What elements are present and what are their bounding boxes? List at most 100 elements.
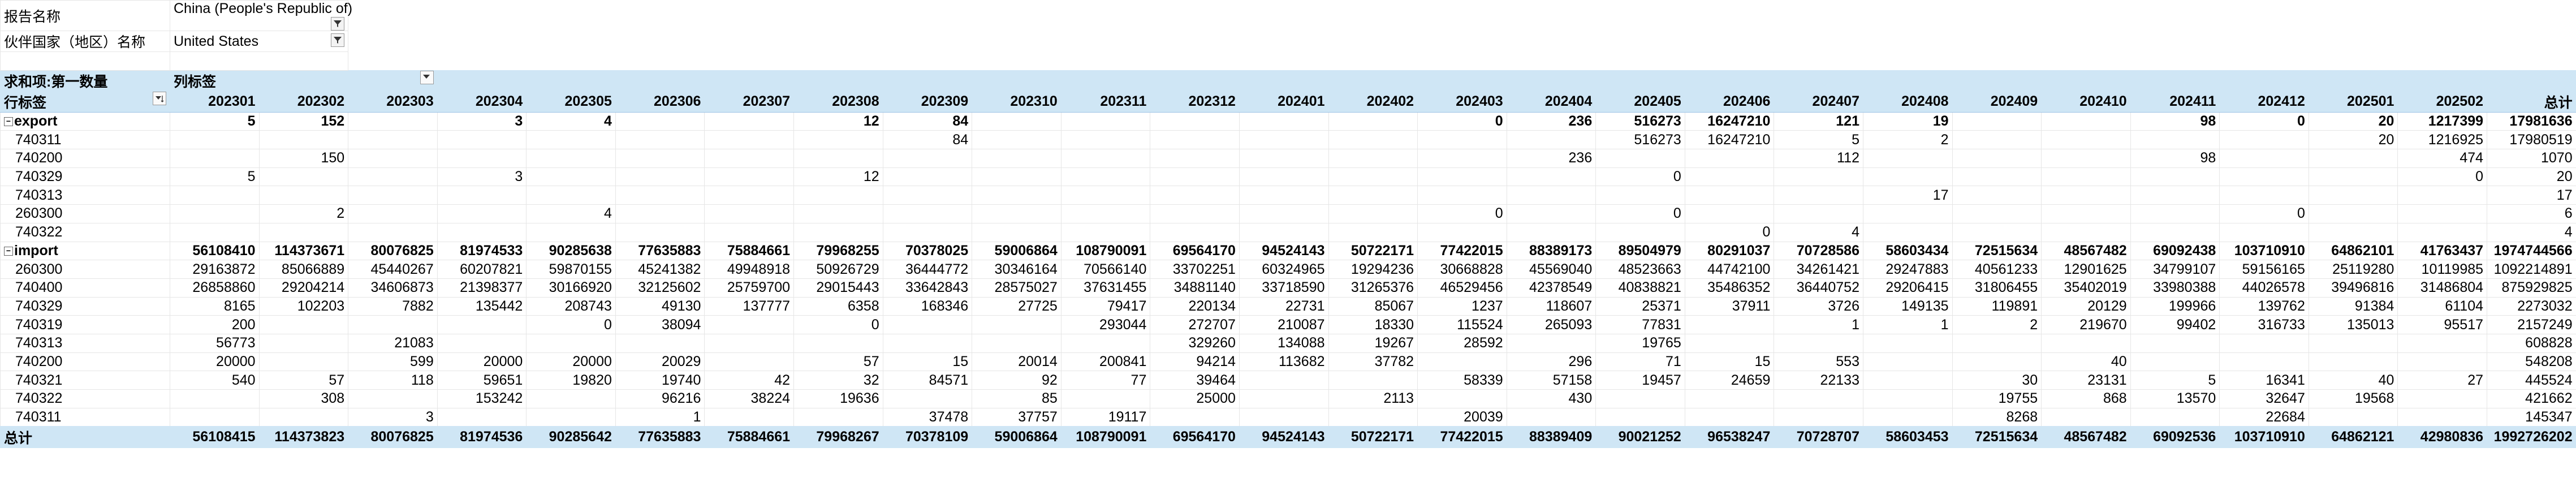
value-cell: 15 [1684,352,1775,372]
value-cell [1595,186,1685,205]
value-cell: 29015443 [793,278,883,298]
sort-filter-icon[interactable] [153,91,166,105]
grand-total-cell: 114373823 [258,425,349,448]
column-header[interactable]: 202303 [348,91,438,113]
group-row-export[interactable]: − export 5 152 3 4 12 84 0 236 516273 16247210 121 19… [0,111,2576,131]
column-label-text: 列标签 [174,74,217,90]
grand-total-cell: 72515634 [1952,425,2042,448]
value-cell: 135013 [2308,315,2398,334]
row-code[interactable]: 740311 [0,407,170,427]
group-label[interactable]: − import [0,241,170,261]
row-code[interactable]: 260300 [0,204,170,223]
value-cell: 30346164 [972,260,1062,279]
column-header[interactable]: 202301 [170,91,260,113]
column-header[interactable]: 202310 [972,91,1062,113]
column-header[interactable]: 202501 [2308,91,2398,113]
group-label[interactable]: − export [0,111,170,131]
value-cell: 85 [972,389,1062,408]
column-header[interactable]: 202406 [1684,91,1775,113]
row-code[interactable]: 260300 [0,260,170,279]
subtotal-cell [972,111,1062,131]
column-header[interactable]: 202307 [704,91,795,113]
subtotal-cell: 516273 [1595,111,1685,131]
column-label-header[interactable]: 列标签 [170,70,438,92]
column-header[interactable]: 202302 [258,91,349,113]
value-cell [704,315,795,334]
value-cell: 25371 [1595,296,1685,316]
column-header[interactable]: 202407 [1774,91,1863,113]
filter-icon[interactable] [331,17,345,31]
value-cell: 8268 [1952,407,2042,427]
row-code[interactable]: 740321 [0,371,170,390]
column-header[interactable]: 202411 [2130,91,2220,113]
value-cell: 0 [1595,204,1685,223]
filter-value[interactable]: China (People's Republic of) [169,0,352,31]
row-code[interactable]: 740329 [0,296,170,316]
row-code[interactable]: 740322 [0,222,170,242]
row-code[interactable]: 740313 [0,333,170,353]
column-header[interactable]: 202402 [1328,91,1418,113]
value-cell [882,204,973,223]
column-header[interactable]: 202404 [1506,91,1596,113]
column-header[interactable]: 202405 [1595,91,1685,113]
value-cell [258,333,349,353]
value-cell: 1216925 [2397,130,2488,150]
column-header[interactable]: 202308 [793,91,883,113]
value-cell: 2157249 [2487,315,2576,334]
collapse-icon[interactable]: − [4,117,13,127]
value-cell [615,186,705,205]
column-header[interactable]: 202410 [2041,91,2131,113]
column-header[interactable]: 202309 [882,91,973,113]
column-header[interactable]: 202305 [526,91,616,113]
row-label-header[interactable]: 行标签 [0,91,170,113]
value-cell: 57 [258,371,349,390]
row-code[interactable]: 740329 [0,167,170,187]
filter-icon[interactable] [331,33,345,47]
row-code[interactable]: 740400 [0,278,170,298]
column-header[interactable]: 202408 [1862,91,1953,113]
value-cell: 20 [2487,167,2576,187]
value-cell [1952,222,2042,242]
collapse-icon[interactable]: − [4,247,13,256]
group-row-import[interactable]: − import 56108410 114373671 80076825 81974533… [0,241,2576,261]
column-header[interactable]: 202502 [2397,91,2488,113]
subtotal-cell: 16247210 [1684,111,1775,131]
filter-value[interactable]: United States [169,31,349,52]
column-header[interactable]: 202401 [1239,91,1329,113]
column-header[interactable]: 202403 [1417,91,1507,113]
column-header[interactable]: 202306 [615,91,705,113]
value-cell: 421662 [2487,389,2576,408]
column-header[interactable]: 202304 [437,91,527,113]
value-cell: 32 [793,371,883,390]
subtotal-cell: 0 [1417,111,1507,131]
value-cell [972,315,1062,334]
table-row: 740311 84 516273 16247210 5 2 20 1216925 1798051… [0,130,2576,150]
value-cell [882,222,973,242]
value-cell: 34799107 [2130,260,2220,279]
subtotal-cell: 64862101 [2308,241,2398,261]
row-code[interactable]: 740200 [0,149,170,168]
value-cell [2397,352,2488,372]
column-header[interactable]: 202409 [1952,91,2042,113]
grand-total-cell: 90285642 [526,425,616,448]
column-header[interactable]: 202312 [1150,91,1240,113]
value-cell [1417,352,1507,372]
row-label-text: 行标签 [4,94,47,111]
value-cell: 0 [2219,204,2309,223]
value-cell [1506,222,1596,242]
value-cell [2130,167,2220,187]
row-code[interactable]: 740322 [0,389,170,408]
column-header[interactable]: 202412 [2219,91,2309,113]
value-cell: 40838821 [1595,278,1685,298]
value-cell [1417,389,1507,408]
chevron-down-icon[interactable] [420,70,434,84]
row-code[interactable]: 740313 [0,186,170,205]
value-cell: 2 [1862,130,1953,150]
value-cell [2308,167,2398,187]
row-code[interactable]: 740319 [0,315,170,334]
value-cell: 60324965 [1239,260,1329,279]
column-header[interactable]: 202311 [1060,91,1151,113]
column-header[interactable]: 总计 [2487,91,2576,113]
row-code[interactable]: 740311 [0,130,170,150]
row-code[interactable]: 740200 [0,352,170,372]
